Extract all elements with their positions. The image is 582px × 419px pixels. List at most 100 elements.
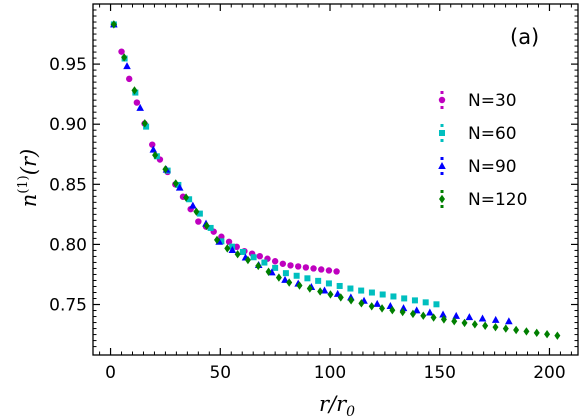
data-point [348, 296, 355, 305]
x-tick-label: 50 [209, 363, 231, 383]
legend-label: N=120 [468, 190, 527, 210]
data-point [430, 313, 437, 322]
legend-marker [439, 194, 445, 204]
legend-marker-small [440, 139, 444, 142]
data-point [218, 238, 225, 245]
data-point [110, 20, 117, 29]
data-point [172, 179, 179, 188]
data-point [478, 314, 487, 322]
data-point [126, 75, 133, 83]
data-point [239, 248, 246, 255]
y-tick-label: 0.85 [49, 175, 87, 195]
data-point [141, 119, 148, 128]
data-point [123, 62, 131, 70]
data-point [389, 305, 396, 315]
data-point [186, 196, 193, 203]
legend-entry: N=30 [438, 91, 517, 111]
data-point [224, 244, 231, 253]
data-point [225, 238, 233, 245]
data-point [255, 261, 262, 271]
data-point [162, 165, 169, 174]
data-point [461, 318, 468, 328]
x-tick-label: 200 [533, 363, 565, 383]
data-point [492, 322, 499, 332]
y-tick-label: 0.95 [49, 55, 87, 75]
legend: N=30 N=60 N=90 N=120 [438, 91, 527, 210]
data-point [152, 150, 159, 160]
data-point [544, 330, 551, 339]
y-tick-label: 0.80 [49, 235, 87, 255]
data-point [420, 311, 427, 320]
legend-marker-small [440, 205, 444, 208]
legend-marker-small [440, 106, 444, 109]
data-point [452, 311, 461, 319]
legend-marker [439, 130, 445, 136]
data-point [133, 99, 141, 106]
data-point [333, 268, 340, 275]
data-point [149, 145, 158, 153]
data-point [401, 295, 408, 302]
data-point [143, 123, 150, 130]
data-point [196, 210, 203, 217]
data-point [379, 291, 386, 298]
data-point [149, 141, 156, 148]
data-point [261, 259, 268, 266]
data-point [218, 233, 225, 240]
data-point [203, 221, 210, 230]
data-point [302, 264, 310, 271]
legend-label: N=30 [468, 91, 517, 111]
data-point [439, 310, 447, 318]
data-point [175, 183, 184, 191]
data-point [279, 260, 287, 267]
legend-entry: N=60 [439, 124, 517, 144]
data-point [358, 287, 365, 294]
data-point [118, 48, 125, 55]
data-point [399, 307, 406, 317]
axis-ticks: 0 50 100 150 200 0.75 0.80 0.85 0.90 0.95 [49, 4, 578, 383]
data-point [491, 315, 500, 323]
data-point [337, 293, 344, 302]
data-point [306, 284, 313, 293]
data-point [275, 273, 282, 282]
data-point [317, 287, 324, 296]
y-axis-label: n(1)(r) [16, 149, 41, 207]
data-point [368, 289, 375, 296]
data-point [358, 299, 365, 308]
data-point [368, 302, 375, 311]
data-point [136, 103, 144, 111]
data-point [213, 235, 220, 245]
x-tick-label: 150 [424, 363, 456, 383]
data-points [110, 20, 561, 340]
data-point [282, 270, 289, 277]
legend-marker [438, 162, 446, 169]
y-tick-label: 0.75 [49, 296, 87, 316]
data-point [271, 258, 279, 265]
data-point [336, 282, 343, 289]
data-point [411, 297, 418, 304]
data-point [390, 293, 397, 300]
legend-marker [438, 96, 446, 104]
data-point [183, 193, 190, 202]
data-point [193, 207, 200, 216]
data-point [505, 317, 513, 325]
x-axis-label: r/r0 [319, 392, 355, 419]
data-point [533, 328, 540, 338]
data-point [409, 309, 416, 319]
data-point [465, 313, 474, 321]
data-point [286, 278, 293, 287]
data-point [287, 262, 294, 269]
data-point [294, 263, 302, 270]
legend-label: N=60 [468, 124, 517, 144]
data-point [272, 264, 279, 271]
data-point [433, 301, 440, 308]
series-n-120 [110, 20, 561, 340]
data-point [296, 281, 303, 290]
data-point [412, 306, 421, 314]
data-point [250, 254, 257, 261]
data-point [281, 275, 289, 283]
data-point [256, 252, 263, 260]
data-point [426, 308, 434, 316]
data-point [502, 324, 509, 333]
legend-entry: N=90 [438, 157, 517, 177]
